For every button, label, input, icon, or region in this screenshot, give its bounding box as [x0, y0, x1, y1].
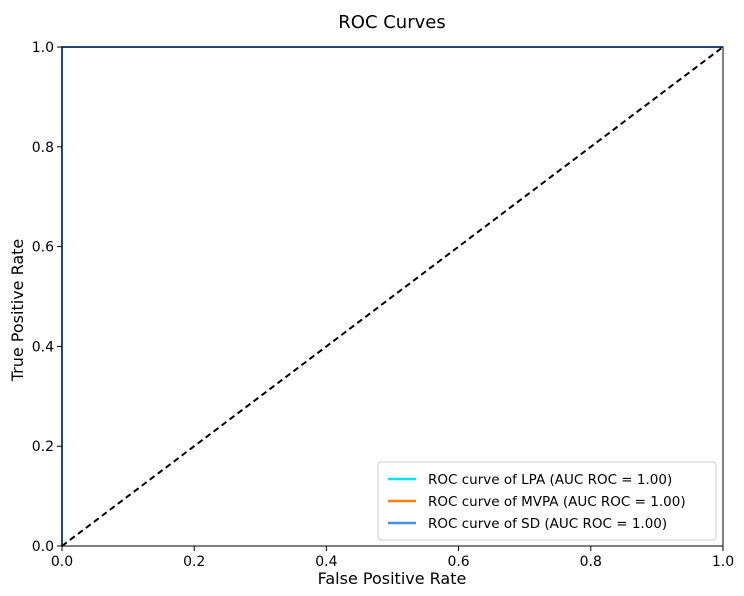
- x-tick-label: 0.4: [315, 554, 337, 570]
- x-tick-label: 1.0: [712, 554, 734, 570]
- x-tick-label: 0.0: [51, 554, 73, 570]
- x-axis-label: False Positive Rate: [318, 569, 467, 588]
- chart-title: ROC Curves: [338, 12, 445, 33]
- legend-entry-0: ROC curve of LPA (AUC ROC = 1.00): [428, 472, 672, 488]
- x-tick-label: 0.8: [580, 554, 602, 570]
- legend-entry-2: ROC curve of SD (AUC ROC = 1.00): [428, 516, 667, 532]
- plot-frame: [61, 46, 724, 547]
- y-axis-ticks: 0.0 0.2 0.4 0.6 0.8 1.0: [32, 40, 62, 555]
- y-tick-label: 0.2: [32, 439, 54, 455]
- legend: ROC curve of LPA (AUC ROC = 1.00) ROC cur…: [377, 461, 717, 541]
- y-tick-label: 1.0: [32, 40, 54, 56]
- y-axis-label: True Positive Rate: [8, 239, 27, 383]
- legend-entry-1: ROC curve of MVPA (AUC ROC = 1.00): [428, 494, 686, 510]
- y-tick-label: 0.0: [32, 539, 54, 555]
- x-axis-ticks: 0.0 0.2 0.4 0.6 0.8 1.0: [51, 546, 734, 570]
- y-tick-label: 0.8: [32, 140, 54, 156]
- y-tick-label: 0.4: [32, 339, 54, 355]
- reference-diagonal-line: [61, 46, 724, 547]
- x-tick-label: 0.2: [183, 554, 205, 570]
- y-tick-label: 0.6: [32, 240, 54, 256]
- x-tick-label: 0.6: [447, 554, 469, 570]
- legend-box: [377, 461, 717, 541]
